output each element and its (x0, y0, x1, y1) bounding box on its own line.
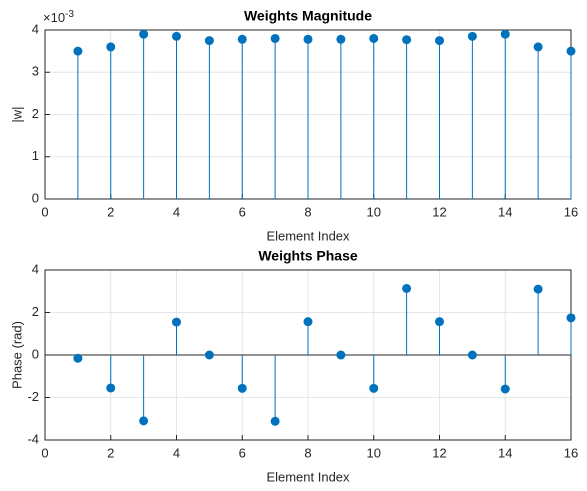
stem-marker (204, 350, 214, 360)
x-tick-label: 6 (239, 445, 246, 460)
x-axis-label: Element Index (266, 469, 350, 484)
stem-marker (533, 284, 543, 294)
x-tick-label: 6 (239, 204, 246, 219)
y-tick-label: -2 (27, 389, 39, 404)
stem-marker (336, 34, 346, 44)
x-tick-label: 4 (173, 445, 180, 460)
stem-marker (402, 35, 412, 45)
x-tick-label: 8 (304, 204, 311, 219)
y-tick-label: 0 (32, 190, 39, 205)
stem-marker (336, 350, 346, 360)
stem-marker (566, 46, 576, 56)
y-tick-label: 4 (32, 21, 39, 36)
stem-marker (435, 317, 444, 327)
stem-marker (369, 383, 379, 393)
x-tick-label: 14 (498, 445, 512, 460)
stem-marker (270, 416, 280, 426)
stem-marker (566, 313, 576, 323)
stem-marker (270, 33, 280, 43)
y-tick-label: 1 (32, 148, 39, 163)
x-axis-label: Element Index (266, 228, 350, 243)
x-tick-label: 2 (107, 445, 114, 460)
x-tick-label: 2 (107, 204, 114, 219)
y-multiplier-exponent: -3 (65, 9, 74, 20)
y-tick-label: -4 (27, 431, 39, 446)
stem-marker (237, 34, 247, 44)
x-tick-label: 14 (498, 204, 512, 219)
stem-marker (467, 31, 477, 41)
stem-marker (402, 283, 412, 293)
y-axis-label: Phase (rad) (9, 321, 24, 389)
stem-marker (533, 42, 543, 52)
stem-marker (172, 317, 181, 327)
y-tick-label: 2 (32, 106, 39, 121)
stem-marker (237, 383, 247, 393)
y-tick-label: 4 (32, 261, 39, 276)
stem-marker (106, 383, 116, 393)
x-tick-label: 4 (173, 204, 180, 219)
chart-title: Weights Phase (258, 248, 358, 264)
y-axis-label: |w| (9, 106, 24, 122)
x-tick-label: 8 (304, 445, 311, 460)
stem-marker (73, 353, 83, 363)
stem-marker (435, 36, 444, 46)
stem-marker (467, 350, 477, 360)
y-tick-label: 0 (32, 346, 39, 361)
stem-marker (303, 34, 313, 44)
x-tick-label: 10 (367, 445, 381, 460)
stem-marker (369, 33, 379, 43)
stem-marker (303, 317, 313, 327)
x-tick-label: 12 (432, 445, 446, 460)
stem-marker (500, 384, 510, 394)
x-tick-label: 0 (41, 445, 48, 460)
y-tick-label: 2 (32, 304, 39, 319)
chart-title: Weights Magnitude (244, 8, 372, 24)
stem-marker (500, 29, 510, 39)
stem-marker (73, 46, 83, 56)
x-tick-label: 16 (564, 445, 578, 460)
stem-marker (204, 36, 214, 46)
stem-marker (172, 31, 181, 41)
stem-marker (106, 42, 116, 52)
x-tick-label: 10 (367, 204, 381, 219)
x-tick-label: 16 (564, 204, 578, 219)
y-multiplier-base: ×10 (43, 10, 65, 25)
y-multiplier: ×10-3 (43, 9, 74, 26)
x-tick-label: 0 (41, 204, 48, 219)
y-tick-label: 3 (32, 64, 39, 79)
stem-marker (139, 29, 149, 39)
x-tick-label: 12 (432, 204, 446, 219)
stem-marker (139, 416, 149, 426)
